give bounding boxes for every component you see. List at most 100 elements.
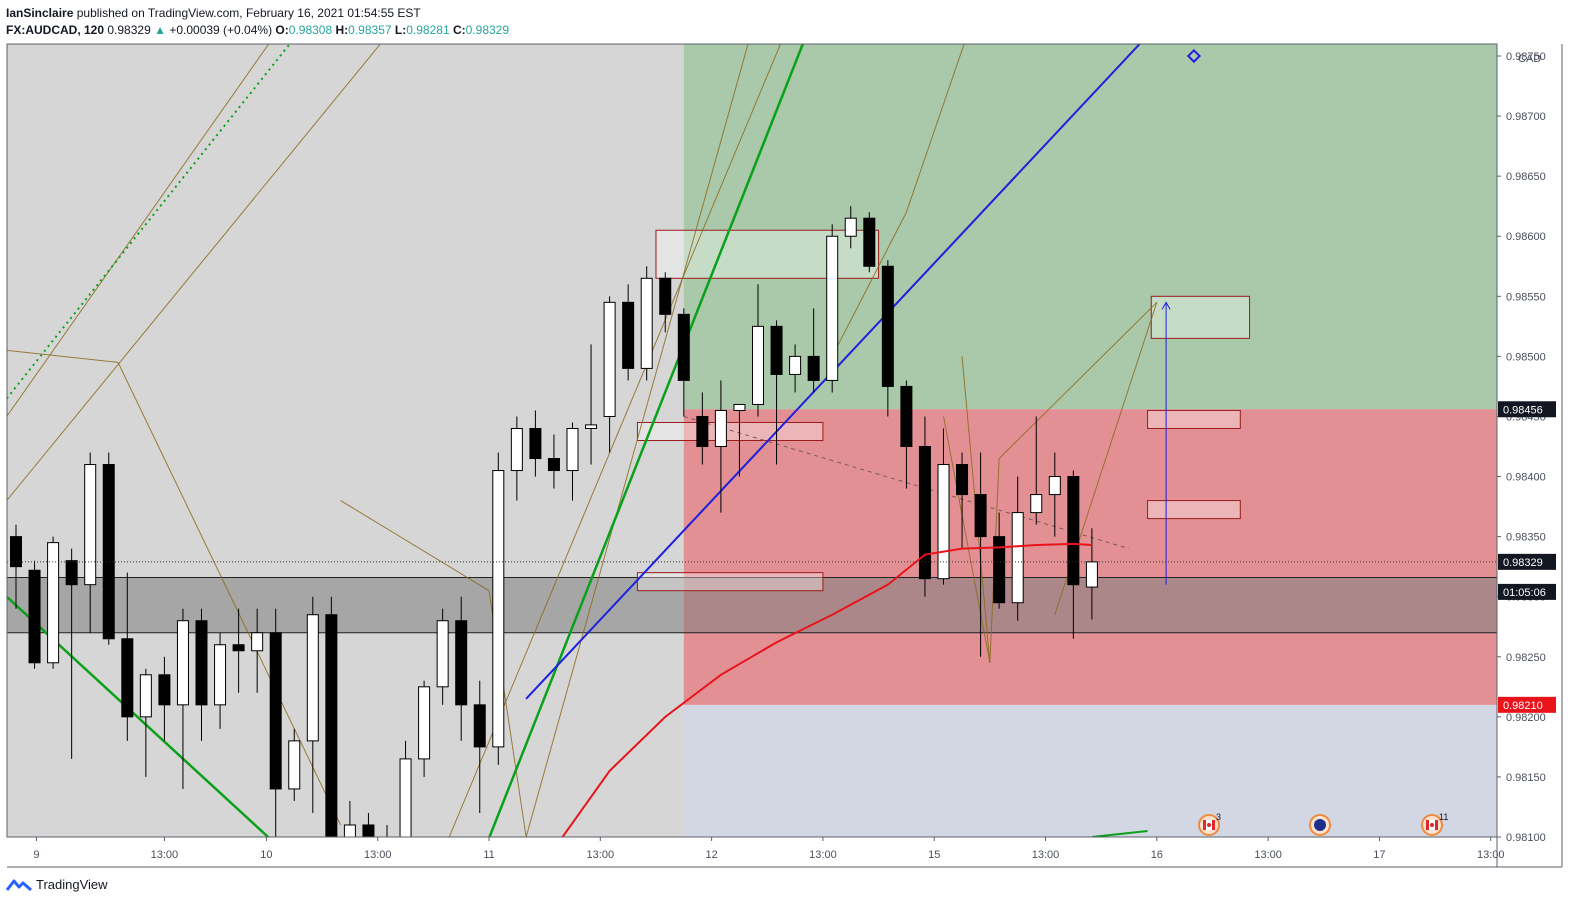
candle[interactable] [1048, 452, 1061, 537]
candle[interactable] [102, 452, 115, 645]
pattern-line[interactable] [7, 0, 387, 417]
economic-event-badge[interactable] [1309, 814, 1331, 836]
candle[interactable] [28, 560, 41, 669]
candle[interactable] [752, 284, 764, 417]
candle[interactable] [863, 212, 876, 273]
candle[interactable] [900, 380, 913, 489]
candle[interactable] [622, 284, 635, 381]
candle[interactable] [325, 596, 338, 861]
zone-box[interactable] [1147, 500, 1241, 520]
candle[interactable] [510, 416, 523, 501]
candle[interactable] [937, 428, 950, 585]
pattern-line[interactable] [117, 362, 342, 826]
green-short-line[interactable] [1091, 829, 1148, 837]
stop-zone[interactable] [683, 409, 1497, 705]
candle[interactable] [121, 572, 134, 741]
candle[interactable] [807, 308, 820, 393]
candle[interactable] [844, 206, 857, 249]
candle[interactable] [251, 608, 264, 693]
pattern-line[interactable] [905, 0, 980, 213]
stop-price-tag-text: 0.98210 [1503, 700, 1543, 712]
x-tick: 13:00 [1254, 837, 1282, 861]
candle[interactable] [232, 608, 245, 693]
candle[interactable] [640, 266, 653, 381]
pattern-line[interactable] [831, 211, 907, 357]
candle[interactable] [529, 410, 542, 477]
candle[interactable] [881, 260, 894, 417]
candle[interactable] [826, 224, 839, 393]
candle[interactable] [733, 403, 746, 477]
candle[interactable] [974, 452, 987, 657]
candle[interactable] [269, 608, 282, 837]
candle[interactable] [714, 380, 727, 513]
candle-body [47, 542, 60, 664]
candle[interactable] [65, 548, 78, 759]
blue-trendline-anchor[interactable] [1186, 48, 1201, 64]
candle[interactable] [362, 812, 375, 897]
candle[interactable] [770, 320, 783, 465]
candle[interactable] [288, 728, 301, 801]
candle[interactable] [993, 512, 1006, 609]
pattern-line[interactable] [998, 301, 1158, 459]
zone-box[interactable] [1150, 295, 1251, 339]
footer-brand[interactable]: TradingView [36, 877, 108, 892]
candle[interactable] [789, 344, 802, 393]
candle[interactable] [455, 596, 468, 741]
pattern-line[interactable] [525, 0, 795, 837]
zone-box[interactable] [636, 421, 824, 441]
pattern-line[interactable] [7, 0, 499, 501]
candle[interactable] [585, 344, 598, 465]
candle[interactable] [306, 596, 319, 813]
candle[interactable] [1011, 476, 1024, 621]
target-zone[interactable] [683, 44, 1497, 410]
candle[interactable] [918, 416, 931, 597]
symbol-label[interactable]: FX:AUDCAD, 120 [6, 23, 105, 37]
candle[interactable] [10, 524, 22, 609]
candle[interactable] [956, 452, 969, 549]
candle[interactable] [195, 608, 208, 741]
candle[interactable] [492, 452, 505, 765]
economic-event-badge[interactable]: 3 [1198, 812, 1221, 836]
tradingview-logo-icon[interactable] [6, 878, 32, 892]
candle[interactable] [176, 608, 189, 789]
x-tick-label: 13:00 [587, 849, 615, 861]
candle[interactable] [1067, 470, 1080, 639]
zone-box[interactable] [636, 572, 824, 592]
y-tick: 0.98600 [1497, 231, 1546, 243]
pattern-line[interactable] [943, 416, 991, 663]
candle[interactable] [677, 308, 690, 417]
candle[interactable] [1030, 416, 1043, 525]
x-tick-label: 11 [483, 849, 494, 861]
y-tick-label: 0.98650 [1506, 171, 1546, 183]
candle[interactable] [47, 536, 60, 669]
candle[interactable] [436, 608, 449, 705]
pattern-line[interactable] [340, 500, 490, 592]
candle[interactable] [214, 632, 227, 729]
candle[interactable] [566, 422, 579, 501]
candle-body [956, 464, 969, 496]
zone-box[interactable] [1147, 409, 1241, 429]
x-tick-label: 17 [1373, 849, 1385, 861]
blue-trendline[interactable] [525, 0, 1185, 700]
candle[interactable] [473, 680, 486, 813]
candle[interactable] [84, 452, 97, 633]
candle[interactable] [547, 434, 560, 489]
current-price-tag-text: 0.98329 [1503, 557, 1543, 569]
candle[interactable] [696, 392, 709, 465]
author-name[interactable]: IanSinclaire [6, 6, 74, 20]
candle[interactable] [343, 800, 356, 885]
candle[interactable] [603, 296, 616, 453]
pattern-line[interactable] [7, 349, 119, 363]
support-zone[interactable] [7, 577, 1497, 633]
candle[interactable] [139, 668, 152, 777]
candle[interactable] [659, 272, 672, 333]
candle[interactable] [1085, 528, 1098, 620]
candle[interactable] [418, 680, 431, 777]
candle-body [585, 424, 598, 429]
y-tick: 0.98550 [1497, 291, 1546, 303]
economic-event-badge[interactable]: 11 [1421, 812, 1448, 836]
candle-body [306, 614, 319, 742]
candle[interactable] [399, 740, 412, 861]
candle[interactable] [158, 656, 171, 741]
